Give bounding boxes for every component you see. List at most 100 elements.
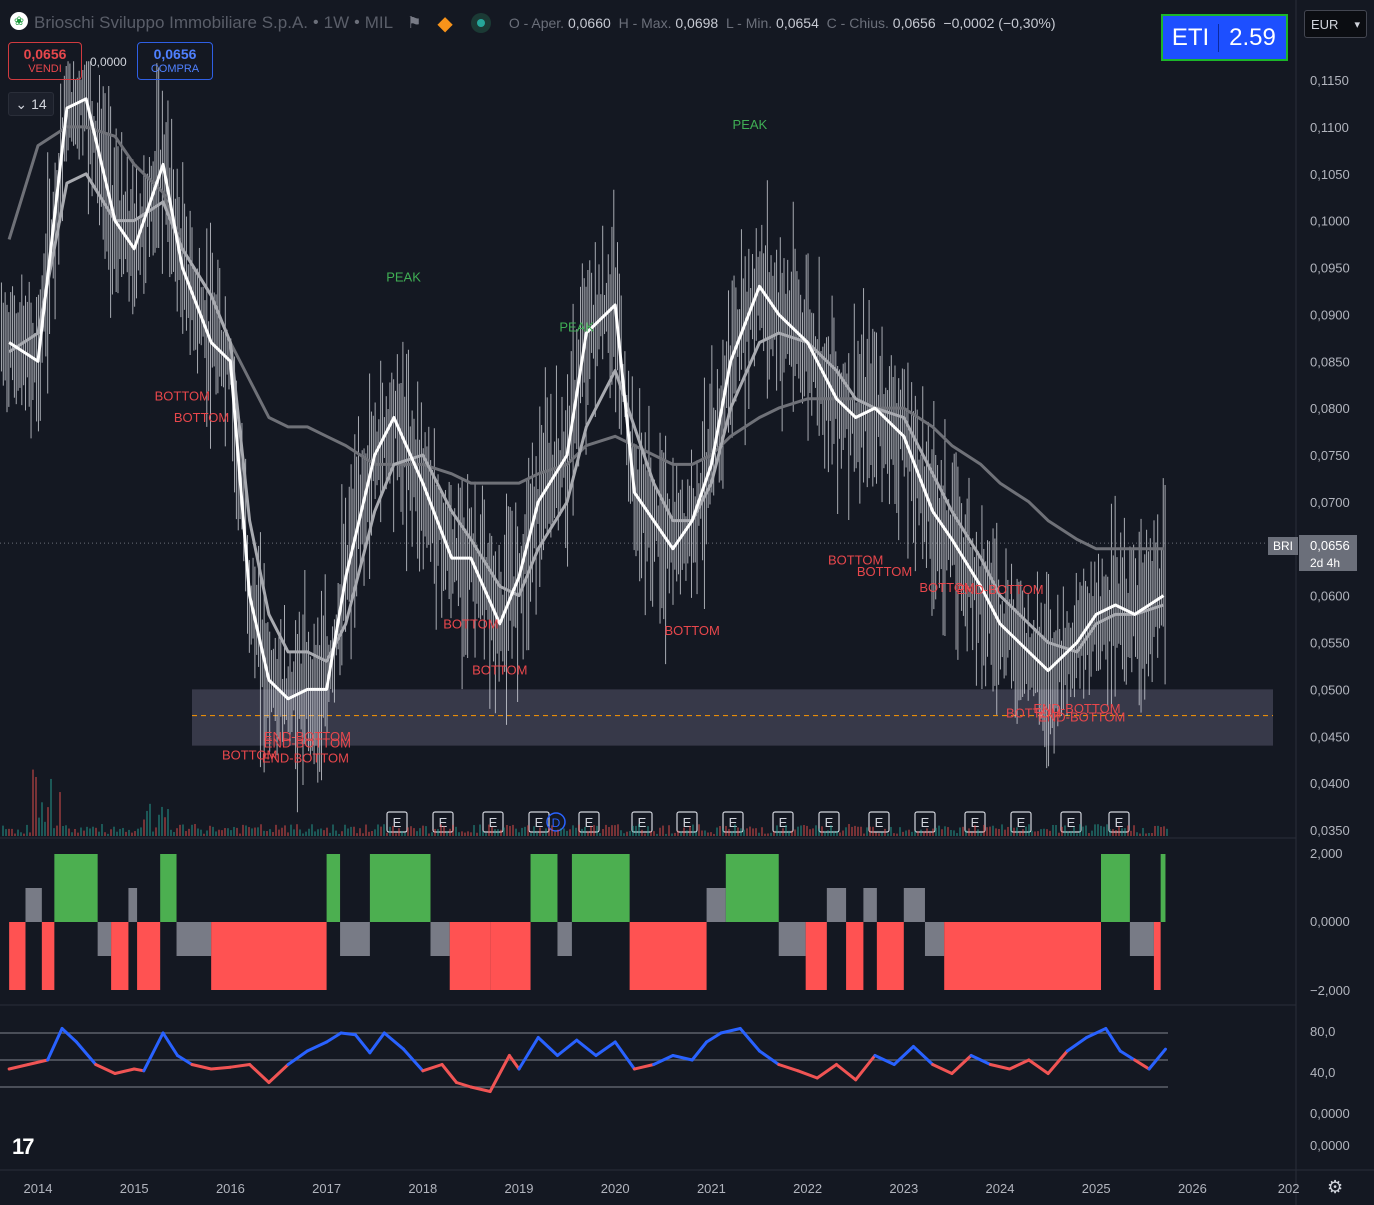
- indicators-toggle[interactable]: ⌄ 14: [8, 92, 54, 116]
- volume-bar: [899, 827, 901, 836]
- osc-segment: [7, 1063, 30, 1071]
- earnings-marker-label: E: [971, 815, 980, 830]
- volume-bar: [839, 832, 841, 836]
- tradingview-logo[interactable]: 17: [12, 1134, 35, 1159]
- peak-label: PEAK: [733, 117, 768, 132]
- volume-bar: [1082, 826, 1084, 836]
- lower-tick-label: 0,0000: [1310, 1138, 1350, 1153]
- volume-bar: [1088, 833, 1090, 836]
- volume-bar: [1166, 828, 1168, 836]
- volume-bar: [599, 833, 601, 836]
- volume-bar: [23, 833, 25, 836]
- symbol-logo: ❀: [10, 12, 28, 30]
- market-status-icon[interactable]: [470, 13, 491, 33]
- hist-tick-label: 0,0000: [1310, 914, 1350, 929]
- volume-bar: [347, 828, 349, 836]
- price-tick-label: 0,0400: [1310, 776, 1350, 791]
- earnings-marker: [914, 811, 936, 833]
- hist-bar: [128, 888, 138, 922]
- volume-bar: [905, 830, 907, 836]
- volume-bar: [791, 830, 793, 836]
- volume-bar: [11, 828, 13, 836]
- settings-gear-icon[interactable]: ⚙: [1327, 1177, 1344, 1197]
- hist-bar: [1129, 922, 1154, 956]
- volume-bar: [29, 832, 31, 836]
- osc-segment: [74, 1040, 98, 1066]
- hist-bar: [340, 922, 370, 956]
- volume-bar: [797, 826, 799, 836]
- volume-bar: [836, 830, 838, 836]
- volume-bar: [20, 832, 22, 836]
- time-tick-label: 2016: [216, 1181, 245, 1196]
- volume-bar: [491, 827, 493, 836]
- earnings-marker: [631, 811, 653, 833]
- volume-bar: [680, 831, 682, 836]
- volume-bar: [884, 828, 886, 836]
- osc-segment: [950, 1054, 973, 1075]
- volume-bar: [329, 832, 331, 836]
- symbol-title[interactable]: Brioschi Sviluppo Immobiliare S.p.A.: [34, 13, 309, 32]
- volume-bar: [176, 828, 178, 836]
- volume-bar: [578, 824, 580, 836]
- volume-bar: [473, 825, 475, 836]
- volume-bar: [716, 827, 718, 836]
- volume-bar: [506, 824, 508, 836]
- volume-bar: [149, 803, 151, 836]
- interval-label[interactable]: 1W: [323, 13, 350, 32]
- volume-bar: [1058, 832, 1060, 836]
- volume-bar: [1136, 832, 1138, 836]
- volume-bar: [434, 828, 436, 836]
- volume-bar: [776, 825, 778, 836]
- sell-button[interactable]: 0,0656 VENDI: [8, 42, 82, 80]
- volume-bar: [623, 833, 625, 836]
- volume-bar: [173, 832, 175, 836]
- time-tick-label: 2025: [1082, 1181, 1111, 1196]
- hist-bar: [571, 854, 630, 922]
- earnings-marker: [818, 811, 840, 833]
- volume-bar: [956, 833, 958, 836]
- volume-bar: [452, 824, 454, 836]
- time-tick-label: 2015: [120, 1181, 149, 1196]
- diamond-icon[interactable]: ◆: [437, 12, 453, 35]
- volume-bar: [467, 831, 469, 836]
- volume-bar: [116, 831, 118, 836]
- volume-bar: [404, 832, 406, 836]
- volume-bar: [1073, 827, 1075, 836]
- osc-segment: [454, 1081, 473, 1089]
- volume-bar: [131, 832, 133, 836]
- volume-bar: [191, 824, 193, 836]
- volume-bar: [848, 824, 850, 836]
- volume-bar: [770, 832, 772, 836]
- volume-bar: [206, 830, 208, 836]
- osc-segment: [1118, 1049, 1137, 1062]
- volume-bar: [992, 825, 994, 836]
- volume-bar: [416, 831, 418, 836]
- volume-bar: [362, 833, 364, 836]
- price-tick-label: 0,1050: [1310, 167, 1350, 182]
- osc-segment: [469, 1085, 492, 1093]
- osc-segment: [142, 1031, 165, 1073]
- volume-bar: [950, 829, 952, 836]
- volume-bar: [806, 825, 808, 836]
- volume-bar: [824, 831, 826, 836]
- volume-bar: [710, 832, 712, 836]
- sell-label: VENDI: [28, 63, 62, 75]
- volume-bar: [914, 830, 916, 836]
- volume-bar: [458, 832, 460, 836]
- volume-bar: [281, 827, 283, 836]
- volume-bar: [470, 832, 472, 836]
- currency-select[interactable]: EUR ▾: [1304, 10, 1367, 38]
- volume-bar: [1094, 824, 1096, 836]
- bottom-label: END-BOTTOM: [1038, 709, 1125, 724]
- volume-bar: [965, 830, 967, 836]
- osc-segment: [161, 1031, 179, 1057]
- earnings-marker-label: E: [729, 815, 738, 830]
- eti-value: 2.59: [1229, 23, 1276, 51]
- volume-bar: [386, 832, 388, 836]
- price-tick-label: 0,1100: [1310, 120, 1349, 135]
- flag-icon[interactable]: ⚑: [407, 15, 422, 32]
- volume-bar: [935, 827, 937, 836]
- buy-button[interactable]: 0,0656 COMPRA: [137, 42, 213, 80]
- hist-tick-label: −2,000: [1310, 983, 1350, 998]
